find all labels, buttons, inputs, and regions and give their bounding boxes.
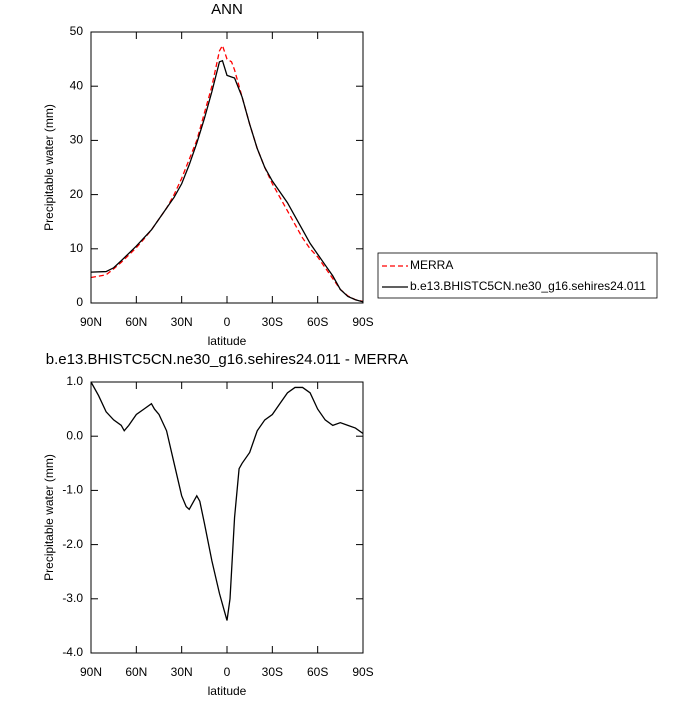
x-tick-label: 90S xyxy=(352,315,373,329)
data-line xyxy=(90,43,364,303)
y-tick-label: 50 xyxy=(70,24,84,38)
legend-label: b.e13.BHISTC5CN.ne30_g16.sehires24.011 xyxy=(410,279,646,293)
data-line xyxy=(90,381,364,621)
x-tick-label: 90S xyxy=(352,665,373,679)
y-tick-label: -2.0 xyxy=(62,537,83,551)
y-tick-label: 40 xyxy=(70,78,84,92)
y-tick-label: 30 xyxy=(70,133,84,147)
y-tick-label: 1.0 xyxy=(66,374,83,388)
plot-frame xyxy=(90,31,364,304)
data-line xyxy=(90,59,364,303)
y-tick-label: -4.0 xyxy=(62,645,83,659)
y-tick-label: 0 xyxy=(76,295,83,309)
y-tick-label: 20 xyxy=(70,187,84,201)
x-axis-label: latitude xyxy=(208,334,247,348)
x-tick-label: 60S xyxy=(307,315,328,329)
x-tick-label: 0 xyxy=(224,315,231,329)
chart-title: b.e13.BHISTC5CN.ne30_g16.sehires24.011 -… xyxy=(46,351,408,368)
y-tick-label: -3.0 xyxy=(62,591,83,605)
plot-frame xyxy=(90,381,364,654)
x-tick-label: 30S xyxy=(262,665,283,679)
y-tick-label: 0.0 xyxy=(66,428,83,442)
x-tick-label: 0 xyxy=(224,665,231,679)
x-tick-label: 30S xyxy=(262,315,283,329)
chart-title: ANN xyxy=(211,1,243,18)
x-tick-label: 60S xyxy=(307,665,328,679)
y-axis-label: Precipitable water (mm) xyxy=(42,104,56,231)
legend-label: MERRA xyxy=(410,258,453,272)
y-tick-label: 10 xyxy=(70,241,84,255)
legend-box xyxy=(377,252,658,299)
x-tick-label: 90N xyxy=(80,665,102,679)
x-tick-label: 60N xyxy=(125,315,147,329)
x-tick-label: 90N xyxy=(80,315,102,329)
y-tick-label: -1.0 xyxy=(62,483,83,497)
x-tick-label: 30N xyxy=(171,665,193,679)
x-axis-label: latitude xyxy=(208,684,247,698)
x-tick-label: 60N xyxy=(125,665,147,679)
x-tick-label: 30N xyxy=(171,315,193,329)
y-axis-label: Precipitable water (mm) xyxy=(42,454,56,581)
